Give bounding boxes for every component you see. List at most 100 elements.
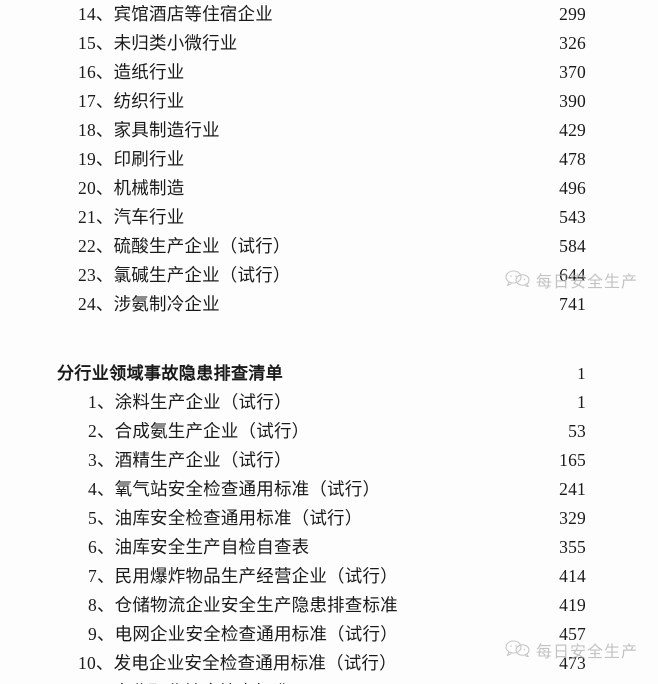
dot-leader — [184, 61, 559, 79]
toc-entry-number: 19、 — [78, 149, 114, 169]
toc-entry-page: 543 — [559, 207, 586, 227]
toc-entry-number: 6、 — [88, 537, 115, 557]
toc-entry-page: 414 — [559, 566, 586, 586]
dot-leader — [397, 652, 559, 670]
dot-leader — [380, 478, 559, 496]
toc-entry-number: 5、 — [88, 508, 115, 528]
dot-leader — [184, 177, 559, 195]
toc-entry-number: 3、 — [88, 450, 115, 470]
toc-entry[interactable]: 10、发电企业安全检查通用标准（试行） 473 — [0, 649, 658, 678]
toc-entry-page: 355 — [559, 537, 586, 557]
toc-entry-label: 酒精生产企业（试行） — [114, 450, 292, 470]
toc-entry[interactable]: 19、印刷行业 478 — [0, 145, 658, 174]
dot-leader — [291, 235, 560, 253]
dot-leader — [290, 681, 559, 684]
toc-entry-label: 合成氨生产企业（试行） — [114, 421, 310, 441]
dot-leader — [362, 507, 559, 525]
toc-entry-page: 299 — [559, 4, 586, 24]
toc-entry-label: 仓储物流企业安全生产隐患排查标准 — [114, 595, 398, 615]
toc-entry-page: 241 — [559, 479, 586, 499]
toc-section-heading[interactable]: 分行业领域事故隐患排查清单 1 — [0, 359, 658, 388]
toc-entry-number: 9、 — [88, 624, 115, 644]
toc-entry-label: 涂料生产企业（试行） — [114, 392, 292, 412]
toc-entry-label: 宾馆酒店等住宿企业 — [113, 4, 273, 24]
toc-entry-label: 家具制造行业 — [113, 120, 220, 140]
dot-leader — [238, 32, 560, 50]
toc-entry-number: 15、 — [78, 33, 114, 53]
toc-entry[interactable]: 9、电网企业安全检查通用标准（试行） 457 — [0, 620, 658, 649]
toc-entry[interactable]: 5、油库安全检查通用标准（试行） 329 — [0, 504, 658, 533]
toc-entry[interactable]: 1、涂料生产企业（试行） 1 — [0, 388, 658, 417]
toc-entry-page: 390 — [559, 91, 586, 111]
dot-leader — [220, 119, 559, 137]
toc-entry-number: 18、 — [78, 120, 114, 140]
dot-leader — [220, 293, 559, 311]
toc-entry[interactable]: 11、企业职业健康检查标准 491 — [0, 678, 658, 684]
toc-entry[interactable]: 6、油库安全生产自检自查表 355 — [0, 533, 658, 562]
toc-entry-page: 329 — [559, 508, 586, 528]
toc-entry-page: 165 — [559, 450, 586, 470]
toc-entry[interactable]: 16、造纸行业 370 — [0, 58, 658, 87]
toc-entry-label: 油库安全检查通用标准（试行） — [114, 508, 363, 528]
dot-leader — [184, 90, 559, 108]
toc-entry-label: 未归类小微行业 — [113, 33, 238, 53]
toc-entry-label: 电网企业安全检查通用标准（试行） — [114, 624, 398, 644]
toc-entry[interactable]: 23、氯碱生产企业（试行） 644 — [0, 261, 658, 290]
dot-leader — [309, 536, 559, 554]
toc-entry-label: 氯碱生产企业（试行） — [113, 265, 291, 285]
toc-entry-number: 21、 — [78, 207, 114, 227]
toc-entry[interactable]: 21、汽车行业 543 — [0, 203, 658, 232]
toc-entry[interactable]: 22、硫酸生产企业（试行） 584 — [0, 232, 658, 261]
toc-entry[interactable]: 7、民用爆炸物品生产经营企业（试行） 414 — [0, 562, 658, 591]
section-spacer — [0, 319, 658, 359]
toc-entry[interactable]: 2、合成氨生产企业（试行） 53 — [0, 417, 658, 446]
toc-entry-label: 硫酸生产企业（试行） — [113, 236, 291, 256]
dot-leader — [398, 565, 559, 583]
toc-entry-page: 370 — [559, 62, 586, 82]
toc-continued-list: 14、宾馆酒店等住宿企业 299 15、未归类小微行业 326 16、造纸行业 370 17… — [0, 0, 658, 319]
toc-entry[interactable]: 20、机械制造 496 — [0, 174, 658, 203]
toc-entry-label: 汽车行业 — [113, 207, 185, 227]
toc-section-list: 1、涂料生产企业（试行） 1 2、合成氨生产企业（试行） 53 3、酒精生产企业（试行）… — [0, 388, 658, 684]
toc-entry[interactable]: 15、未归类小微行业 326 — [0, 29, 658, 58]
toc-entry[interactable]: 14、宾馆酒店等住宿企业 299 — [0, 0, 658, 29]
dot-leader — [184, 148, 559, 166]
toc-entry-number: 22、 — [78, 236, 114, 256]
toc-entry[interactable]: 4、氧气站安全检查通用标准（试行） 241 — [0, 475, 658, 504]
dot-leader — [291, 264, 560, 282]
toc-entry-page: 53 — [568, 421, 586, 441]
dot-leader — [309, 420, 568, 438]
toc-entry-label: 发电企业安全检查通用标准（试行） — [113, 653, 397, 673]
dot-leader — [184, 206, 559, 224]
dot-leader — [292, 449, 559, 467]
toc-entry-number: 1、 — [88, 392, 115, 412]
toc-entry[interactable]: 24、涉氨制冷企业 741 — [0, 290, 658, 319]
toc-entry-label: 企业职业健康检查标准 — [113, 678, 290, 684]
toc-entry-number: 20、 — [78, 178, 114, 198]
toc-entry-page: 491 — [559, 678, 586, 684]
toc-entry-page: 496 — [559, 178, 586, 198]
toc-entry-number: 16、 — [78, 62, 114, 82]
dot-leader — [283, 362, 577, 379]
toc-entry-number: 11、 — [78, 678, 113, 684]
toc-entry[interactable]: 17、纺织行业 390 — [0, 87, 658, 116]
dot-leader — [398, 594, 559, 612]
toc-entry-page: 584 — [559, 236, 586, 256]
toc-entry[interactable]: 8、仓储物流企业安全生产隐患排查标准 419 — [0, 591, 658, 620]
toc-entry-page: 419 — [559, 595, 586, 615]
toc-entry-page: 644 — [559, 265, 586, 285]
toc-entry-label: 纺织行业 — [113, 91, 185, 111]
toc-section-heading-page: 1 — [577, 364, 586, 383]
toc-entry[interactable]: 3、酒精生产企业（试行） 165 — [0, 446, 658, 475]
toc-entry-label: 油库安全生产自检自查表 — [114, 537, 310, 557]
toc-entry-label: 氧气站安全检查通用标准（试行） — [114, 479, 381, 499]
toc-entry-page: 457 — [559, 624, 586, 644]
toc-entry-label: 民用爆炸物品生产经营企业（试行） — [114, 566, 398, 586]
dot-leader — [292, 391, 577, 409]
toc-entry-label: 涉氨制冷企业 — [113, 294, 220, 314]
toc-section-heading-label: 分行业领域事故隐患排查清单 — [57, 364, 284, 384]
toc-entry-number: 8、 — [88, 595, 115, 615]
toc-entry[interactable]: 18、家具制造行业 429 — [0, 116, 658, 145]
toc-entry-number: 24、 — [78, 294, 114, 314]
